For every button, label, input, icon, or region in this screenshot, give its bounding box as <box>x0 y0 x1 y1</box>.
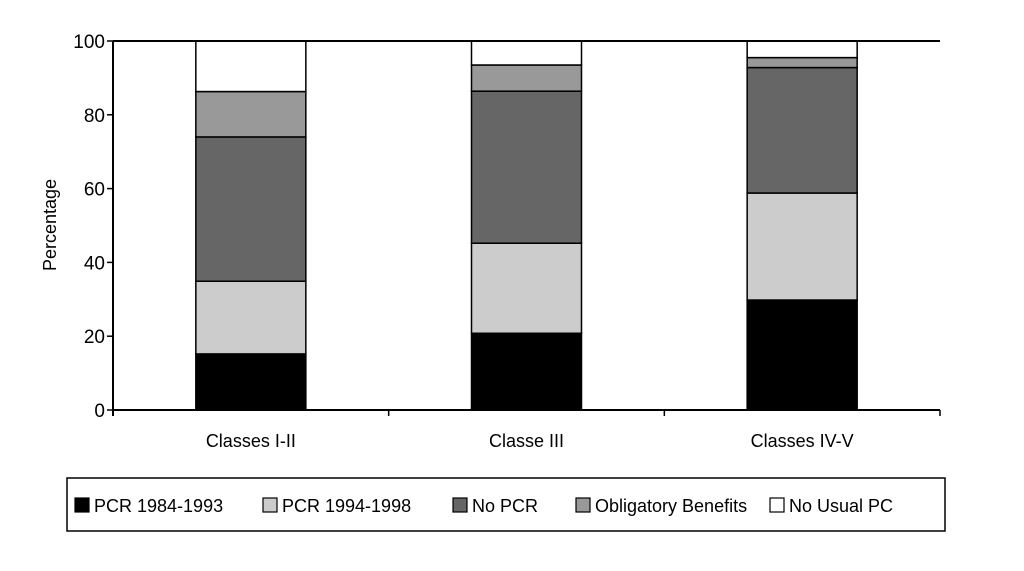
axes: Classes I-II Classe III Classes IV-V 0 20 40 6… <box>73 32 941 451</box>
bars <box>195 40 858 411</box>
legend-label: Obligatory Benefits <box>595 496 747 516</box>
y-axis-label: Percentage <box>40 179 60 271</box>
bar-segment-2-0 <box>746 299 858 411</box>
y-tick-label: 40 <box>84 253 105 274</box>
legend-label: No PCR <box>472 496 538 516</box>
legend-label: PCR 1984-1993 <box>94 496 223 516</box>
y-tick-label: 0 <box>94 401 105 422</box>
bar-segment-1-0 <box>470 332 583 411</box>
bar-segment-0-2 <box>195 136 307 282</box>
bar-segment-0-3 <box>195 90 307 138</box>
legend-label: No Usual PC <box>789 496 893 516</box>
bar-segment-0-1 <box>195 280 307 355</box>
y-tick-label: 20 <box>84 327 105 348</box>
x-tick-label: Classes IV-V <box>751 431 854 451</box>
legend-swatch <box>452 497 468 513</box>
bar-segment-1-4 <box>470 40 583 66</box>
bar-segment-2-3 <box>746 56 858 69</box>
x-tick-label: Classes I-II <box>206 431 296 451</box>
legend-swatch <box>769 497 785 513</box>
bar-segment-2-1 <box>746 192 858 301</box>
bar-segment-1-3 <box>470 64 583 92</box>
legend-swatch <box>74 497 90 513</box>
bar-segment-1-2 <box>470 90 583 244</box>
bar-segment-0-0 <box>195 353 307 411</box>
y-tick-label: 80 <box>84 106 105 127</box>
legend-swatch <box>262 497 278 513</box>
bar-segment-2-4 <box>746 40 858 59</box>
legend: PCR 1984-1993 PCR 1994-1998 No PCR Obligato… <box>66 477 946 532</box>
legend-label: PCR 1994-1998 <box>282 496 411 516</box>
bar-segment-1-1 <box>470 242 583 334</box>
legend-swatch <box>575 497 591 513</box>
y-tick-label: 100 <box>73 32 105 53</box>
legend-box <box>66 477 946 532</box>
x-tick-label: Classe III <box>489 431 564 451</box>
y-tick-label: 60 <box>84 180 105 201</box>
bar-segment-2-2 <box>746 66 858 194</box>
bar-segment-0-4 <box>195 40 307 93</box>
